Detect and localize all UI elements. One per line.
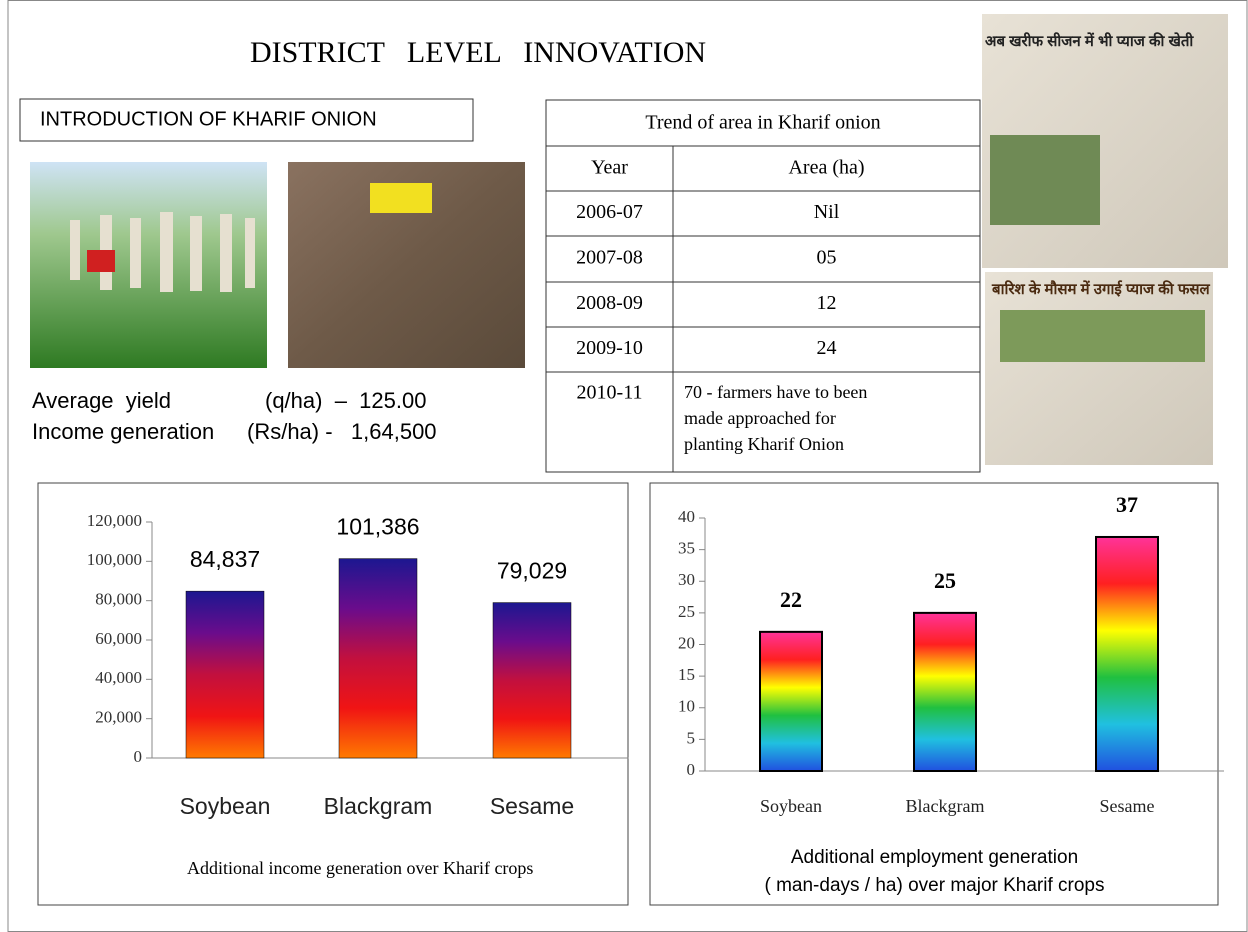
newspaper-photo xyxy=(1000,310,1205,362)
y-tick-label: 80,000 xyxy=(95,590,142,609)
x-axis-label: Additional income generation over Kharif… xyxy=(187,858,533,878)
table-title: Trend of area in Kharif onion xyxy=(645,112,880,134)
y-tick-label: 5 xyxy=(687,728,696,747)
y-tick-label: 0 xyxy=(134,747,143,766)
value-label: 84,837 xyxy=(190,546,260,572)
table-cell: made approached for xyxy=(684,408,836,428)
value-label: 22 xyxy=(780,587,802,612)
table-cell: 24 xyxy=(817,337,837,359)
y-tick-label: 15 xyxy=(678,665,695,684)
bar xyxy=(914,613,976,771)
subtitle: INTRODUCTION OF KHARIF ONION xyxy=(40,108,377,130)
field-sign xyxy=(370,183,432,213)
bar xyxy=(186,591,264,758)
value-label: 101,386 xyxy=(336,514,419,540)
stat-label: Average yield xyxy=(32,388,171,413)
area-table: Trend of area in Kharif onion Year Area (h… xyxy=(546,100,980,472)
newspaper-headline: अब खरीफ सीजन में भी प्याज की खेती xyxy=(985,32,1194,50)
slide: DISTRICT LEVEL INNOVATION INTRODUCTION O… xyxy=(0,0,1248,932)
table-cell: 05 xyxy=(817,247,837,269)
table-header: Year xyxy=(591,157,628,179)
table-cell: 2006-07 xyxy=(576,201,643,223)
value-label: 25 xyxy=(934,568,956,593)
bar xyxy=(339,559,417,758)
table-cell: 12 xyxy=(817,292,837,314)
y-tick-label: 40,000 xyxy=(95,668,142,687)
table-cell: 2010-11 xyxy=(577,382,643,404)
newspaper-headline: बारिश के मौसम में उगाई प्याज की फसल xyxy=(991,280,1211,298)
page: DISTRICT LEVEL INNOVATION INTRODUCTION O… xyxy=(0,0,1248,932)
x-tick-label: Blackgram xyxy=(324,793,433,819)
y-tick-label: 40 xyxy=(678,507,695,526)
table-cell: 2008-09 xyxy=(576,292,643,314)
slide-title: DISTRICT LEVEL INNOVATION xyxy=(250,36,706,69)
x-tick-label: Sesame xyxy=(1100,796,1155,816)
x-tick-label: Blackgram xyxy=(906,796,985,816)
x-axis-label: Additional employment generation xyxy=(791,847,1078,868)
y-tick-label: 0 xyxy=(687,760,696,779)
y-tick-label: 25 xyxy=(678,602,695,621)
value-label: 37 xyxy=(1116,492,1138,517)
newspaper-photo xyxy=(990,135,1100,225)
table-cell: 70 - farmers have to been xyxy=(684,382,867,402)
stat-label: Income generation xyxy=(32,419,214,444)
x-tick-label: Soybean xyxy=(180,793,271,819)
newspaper-clip xyxy=(985,272,1213,465)
bar xyxy=(760,632,822,771)
stat-value: (Rs/ha) - 1,64,500 xyxy=(247,419,437,444)
table-cell: 2007-08 xyxy=(576,247,643,269)
y-tick-label: 120,000 xyxy=(87,511,142,530)
y-tick-label: 10 xyxy=(678,697,695,716)
bar xyxy=(1096,537,1158,771)
y-tick-label: 30 xyxy=(678,570,695,589)
x-axis-label: ( man-days / ha) over major Kharif crops xyxy=(764,875,1104,896)
x-tick-label: Sesame xyxy=(490,793,574,819)
y-tick-label: 100,000 xyxy=(87,550,142,569)
y-tick-label: 20 xyxy=(678,633,695,652)
table-cell: Nil xyxy=(814,201,840,223)
bar xyxy=(493,603,571,758)
table-cell: 2009-10 xyxy=(576,337,643,359)
y-tick-label: 20,000 xyxy=(95,708,142,727)
value-label: 79,029 xyxy=(497,558,567,584)
y-tick-label: 60,000 xyxy=(95,629,142,648)
table-header: Area (ha) xyxy=(788,157,864,179)
signboard xyxy=(87,250,115,272)
stat-value: (q/ha) – 125.00 xyxy=(265,388,426,413)
y-tick-label: 35 xyxy=(678,539,695,558)
x-tick-label: Soybean xyxy=(760,796,822,816)
table-cell: planting Kharif Onion xyxy=(684,434,844,454)
